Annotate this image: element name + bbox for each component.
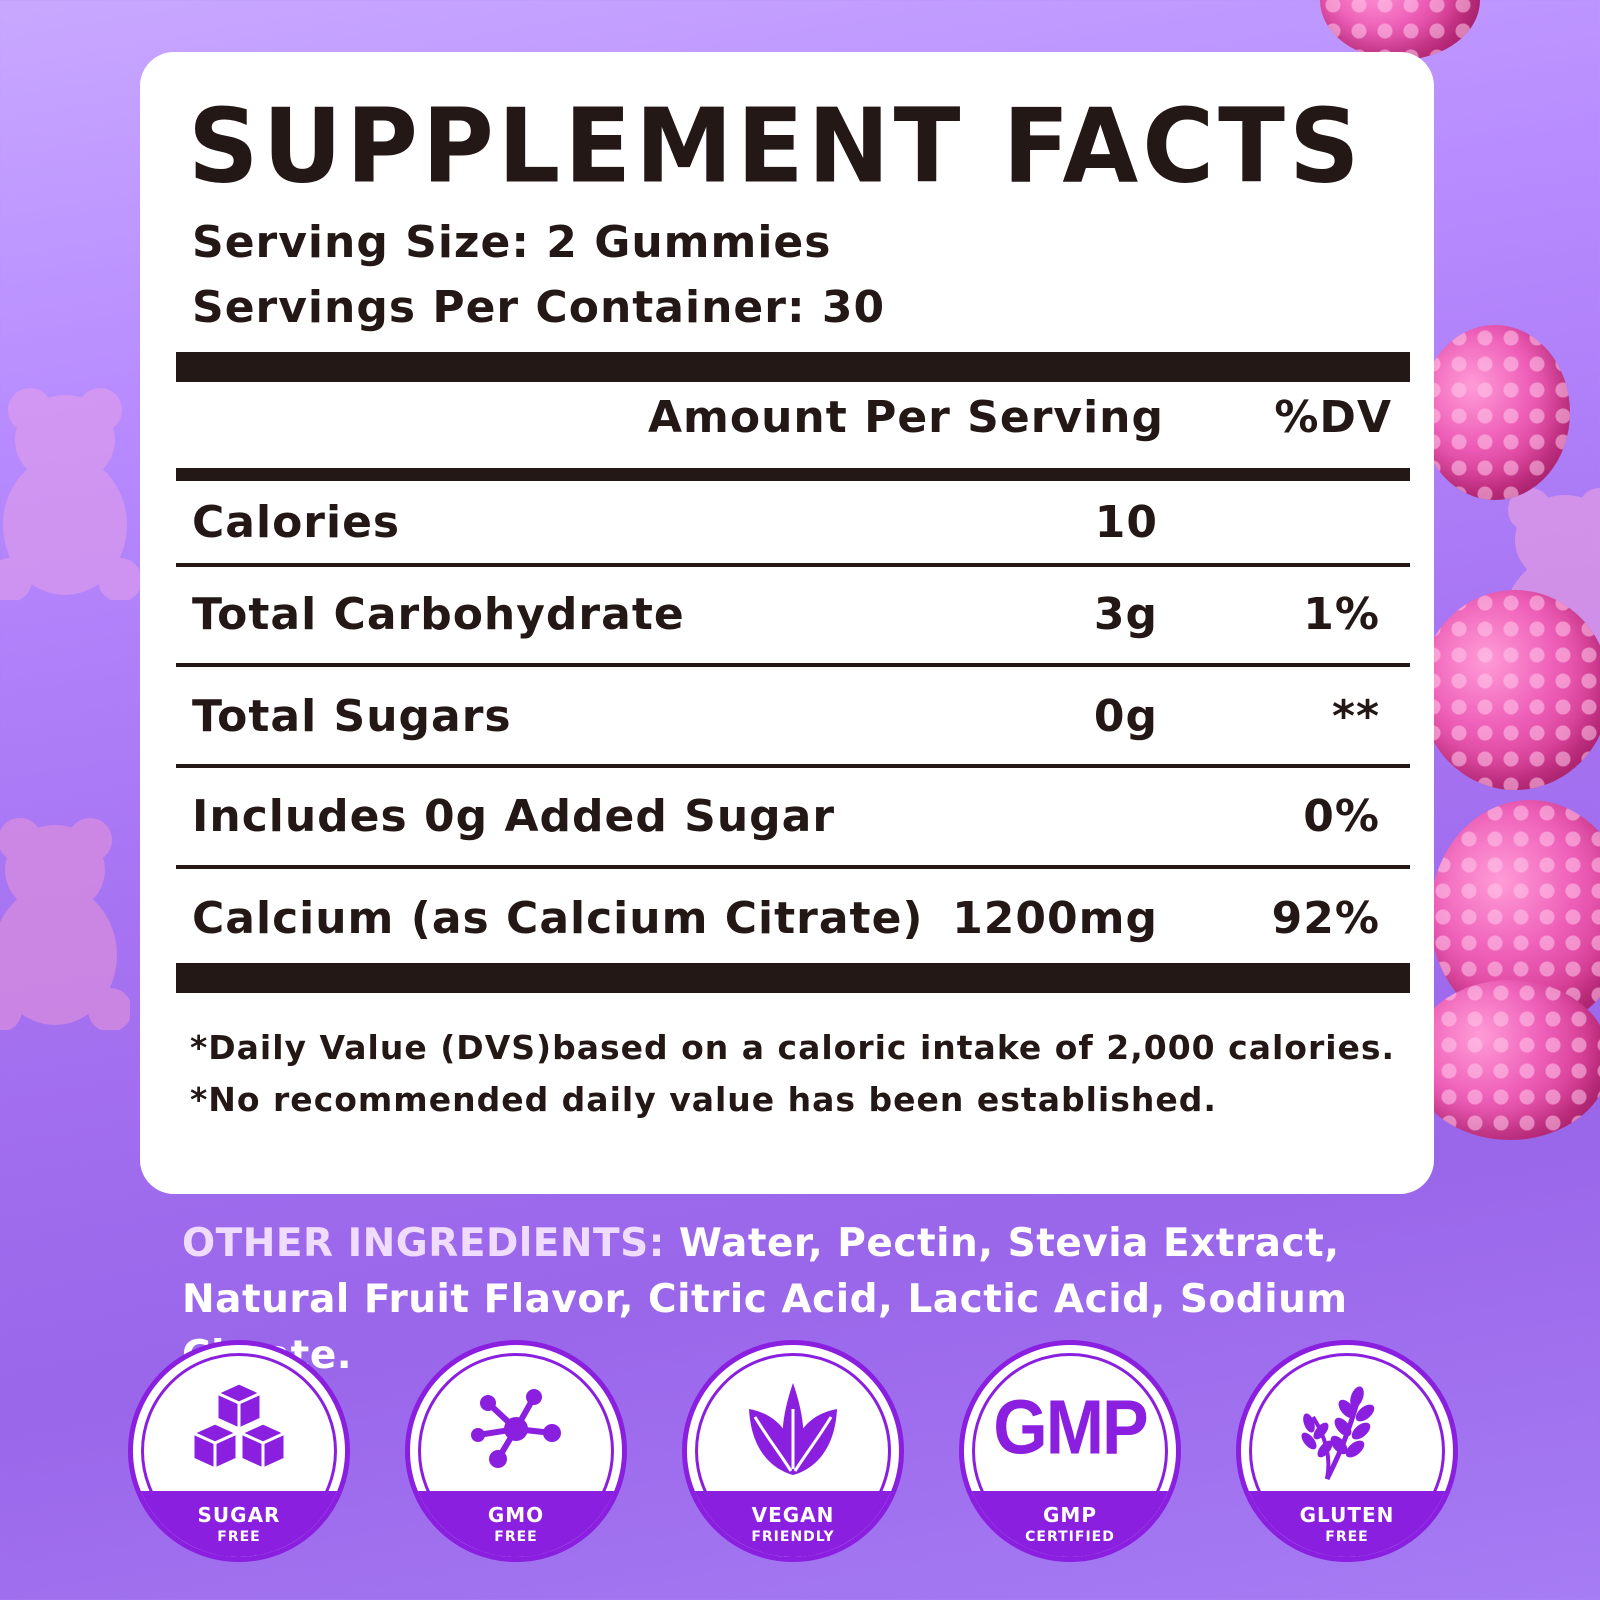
nutrient-name: Calories [192,497,401,548]
footnote-daily-value: *Daily Value (DVS)based on a caloric int… [190,1028,1396,1067]
table-row: Calcium (as Calcium Citrate) 1200mg 92% [176,871,1410,961]
nutrient-amount: 0g [1093,691,1158,742]
servings-per-container: Servings Per Container: 30 [192,282,886,333]
table-row: Total Carbohydrate 3g 1% [176,567,1410,657]
nutrient-amount: 10 [1094,497,1158,548]
gluten-free-badge: GLUTEN FREE [1236,1340,1458,1562]
table-row: Total Sugars 0g ** [176,669,1410,759]
wheat-icon [1301,1386,1375,1481]
badge-line1: VEGAN [751,1503,835,1527]
divider-thin [176,764,1410,768]
leaves-icon [749,1383,837,1475]
panel-title: SUPPLEMENT FACTS [188,87,1364,207]
sugar-cubes-icon [191,1381,287,1471]
header-percent-dv: %DV [1274,392,1392,443]
gummy-bear-decor [1503,488,1600,695]
badge-line2: FREE [1325,1529,1369,1545]
badge-row: SUGAR FREE GMO FREE [0,1320,1600,1562]
divider-medium [176,468,1410,481]
badge-line2: FREE [494,1529,538,1545]
header-amount-per-serving: Amount Per Serving [647,392,1164,443]
divider-thick [176,963,1410,993]
nutrient-dv: 92% [1271,893,1380,944]
nutrient-name: Total Carbohydrate [192,589,685,640]
raspberry-decor [1420,590,1600,790]
badge-line2: FRIENDLY [751,1529,835,1545]
nutrient-dv: 0% [1303,791,1380,842]
footnote-no-recommended: *No recommended daily value has been est… [190,1080,1217,1119]
nutrient-name: Includes 0g Added Sugar [192,791,836,842]
badge-line1: SUGAR [197,1503,281,1527]
badge-line1: GMP [1043,1503,1097,1527]
badge-line1: GMO [487,1503,545,1527]
table-row: Includes 0g Added Sugar 0% [176,769,1410,859]
nutrient-amount: 1200mg [952,893,1158,944]
serving-size: Serving Size: 2 Gummies [192,217,832,268]
other-ingredients: OTHER INGREDlENTS: Water, Pectin, Stevia… [182,1216,1432,1384]
sugar-free-badge: SUGAR FREE [128,1340,350,1562]
nutrient-dv: 1% [1303,589,1380,640]
badge-line2: CERTIFIED [1025,1529,1115,1545]
supplement-facts-panel: SUPPLEMENT FACTS Serving Size: 2 Gummies… [140,52,1434,1194]
raspberry-decor [1410,980,1600,1140]
badge-line1: GLUTEN [1299,1503,1395,1527]
raspberry-decor [1420,325,1570,500]
gummy-bear-decor [0,388,140,600]
divider-thin [176,865,1410,869]
gmo-free-badge: GMO FREE [405,1340,627,1562]
divider-thick [176,352,1410,382]
gmp-certified-badge: GMP GMP CERTIFIED [959,1340,1181,1562]
molecule-icon [471,1389,561,1468]
nutrient-amount: 3g [1093,589,1158,640]
other-ingredients-label: OTHER INGREDlENTS: [182,1221,665,1266]
raspberry-decor [1430,800,1600,1030]
badge-line2: FREE [217,1529,261,1545]
divider-thin [176,563,1410,567]
table-row: Calories 10 [176,475,1410,565]
vegan-friendly-badge: VEGAN FRIENDLY [682,1340,904,1562]
nutrient-dv: ** [1331,691,1380,742]
gummy-bear-decor [0,818,130,1030]
divider-thin [176,663,1410,667]
nutrient-name: Total Sugars [192,691,512,742]
gmp-icon: GMP [993,1384,1148,1470]
raspberry-decor [1320,0,1480,60]
nutrient-name: Calcium (as Calcium Citrate) [192,893,924,944]
